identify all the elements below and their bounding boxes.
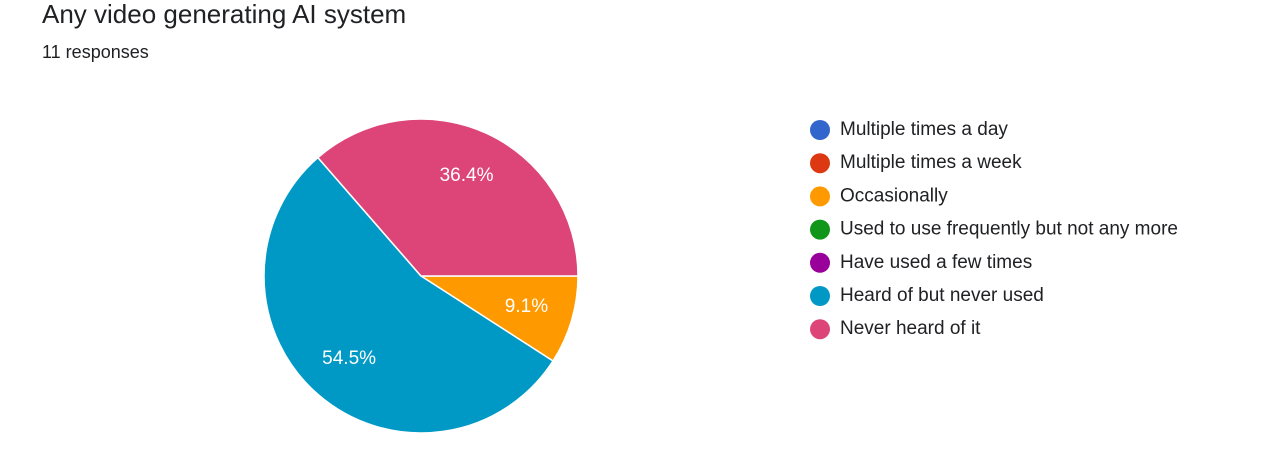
legend-swatch xyxy=(810,153,830,174)
legend-label: Occasionally xyxy=(840,185,948,206)
legend-label: Heard of but never used xyxy=(840,285,1044,306)
slice-label: 54.5% xyxy=(322,348,376,369)
pie-slice xyxy=(418,275,579,362)
legend-swatch xyxy=(810,252,830,273)
legend-label: Never heard of it xyxy=(840,318,981,339)
legend-swatch xyxy=(810,219,830,240)
legend-swatch xyxy=(810,319,830,340)
legend-swatch xyxy=(810,286,830,306)
chart-subtitle: 11 responses xyxy=(42,42,149,62)
legend-swatch xyxy=(810,120,830,140)
pie-slice xyxy=(263,156,555,434)
legend-label: Used to use frequently but not any more xyxy=(840,219,1178,240)
legend-swatch xyxy=(810,186,830,207)
chart-title: Any video generating AI system xyxy=(42,0,406,29)
legend-label: Multiple times a week xyxy=(840,152,1022,173)
legend-label: Have used a few times xyxy=(840,252,1032,273)
slice-label: 36.4% xyxy=(440,165,494,186)
legend-label: Multiple times a day xyxy=(840,119,1008,140)
slice-label: 9.1% xyxy=(505,296,548,317)
pie-slice xyxy=(316,118,579,277)
